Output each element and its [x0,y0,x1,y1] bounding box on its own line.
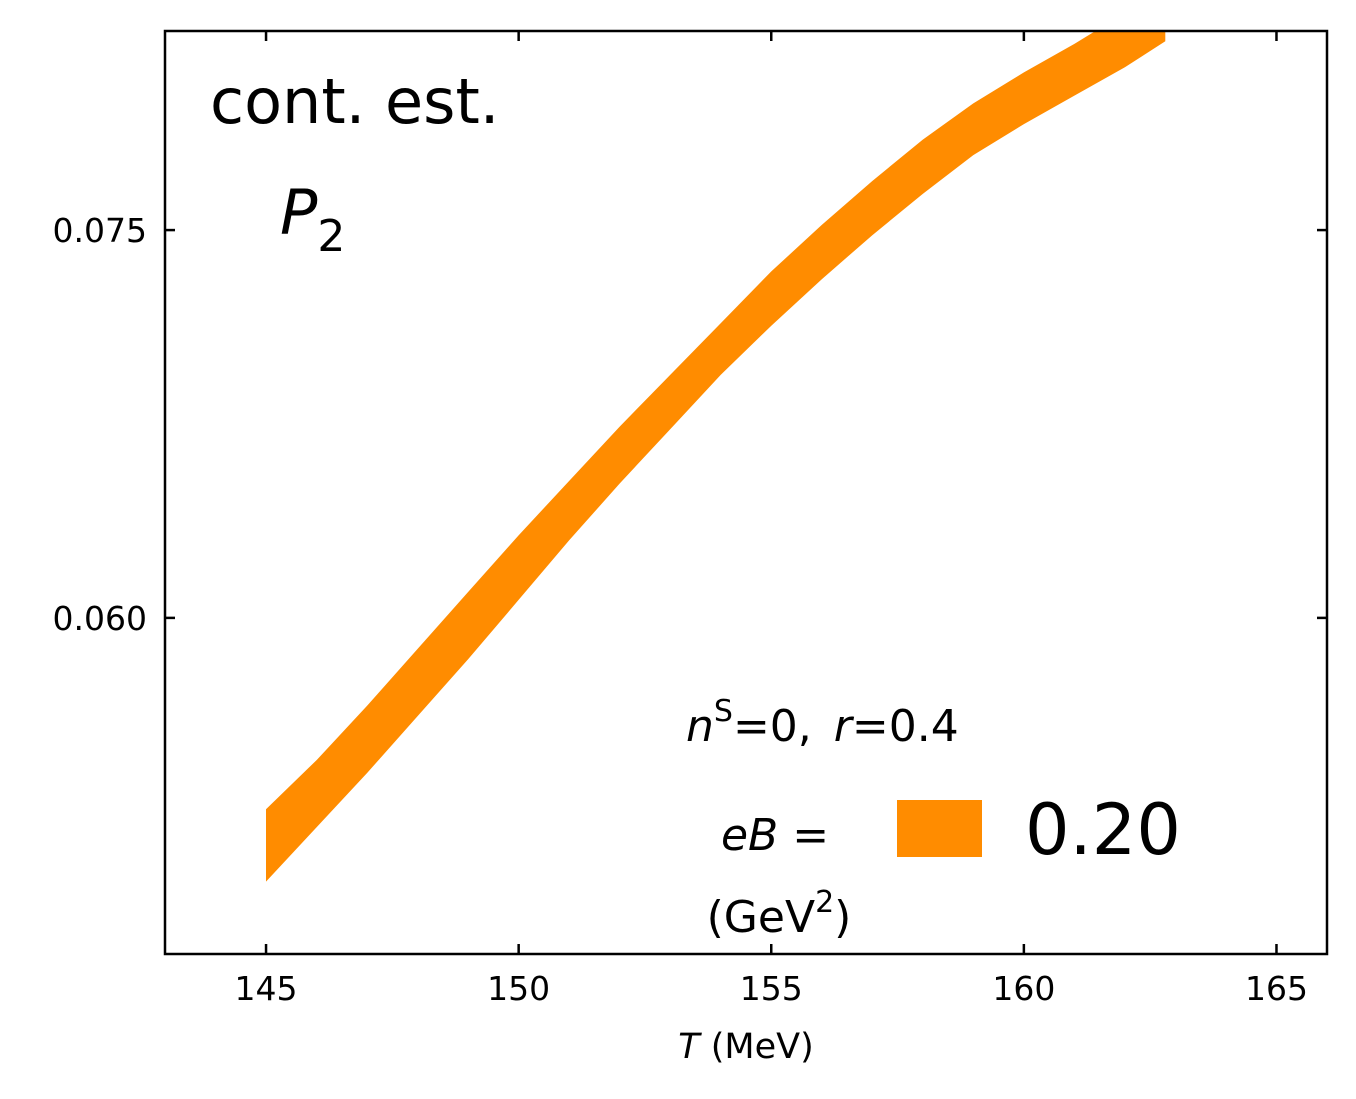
y-tick-label: 0.060 [53,599,147,638]
x-axis-variable: T [678,1027,702,1067]
condition-r-value: =0.4 [852,701,959,752]
legend-title-variable: eB [721,810,778,861]
observable-label: P2 [280,176,345,262]
legend-unit-open: (GeV [707,892,815,943]
legend-unit-superscript: 2 [815,885,834,920]
x-tick-label: 165 [1245,969,1308,1008]
condition-n-value: =0, [733,701,812,752]
y-tick-label: 0.075 [53,211,147,250]
x-tick-label: 150 [487,969,550,1008]
observable-main: P [280,176,318,249]
condition-n-superscript: S [714,694,733,729]
legend-entry-label: 0.20 [1025,789,1181,871]
axis-ticks: 145 150 155 160 165 0.060 0.075 [53,31,1327,1008]
condition-n-variable: n [686,701,714,752]
x-tick-label: 145 [235,969,298,1008]
legend-swatch [897,800,982,857]
method-annotation: cont. est. [210,65,500,138]
x-axis-label: T (MeV) [678,1027,814,1067]
legend-title-equals: = [778,810,829,861]
legend: eB = (GeV2) 0.20 [707,789,1181,943]
x-tick-label: 160 [992,969,1055,1008]
condition-r-variable: r [834,701,855,752]
plot-frame [163,29,1329,956]
legend-title: eB = [721,810,829,861]
legend-unit-close: ) [834,892,851,943]
legend-unit: (GeV2) [707,885,852,943]
observable-subscript: 2 [317,211,345,262]
x-axis-unit: (MeV) [700,1027,814,1067]
conditions-annotation: nS=0, r=0.4 [686,694,959,752]
x-tick-label: 155 [740,969,803,1008]
